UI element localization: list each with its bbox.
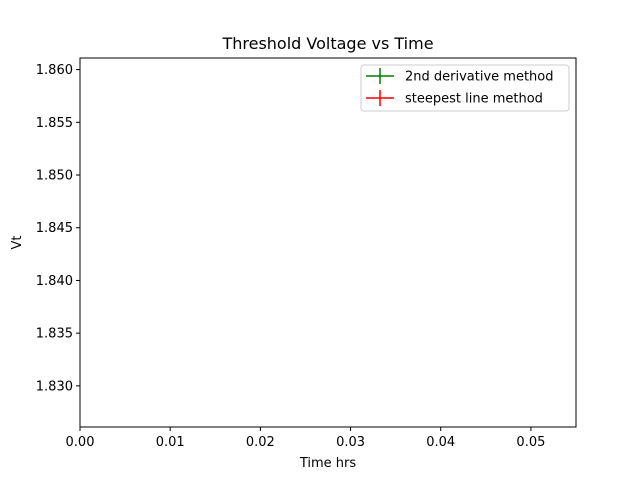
chart-title: Threshold Voltage vs Time — [221, 34, 433, 53]
x-tick-label: 0.03 — [336, 435, 365, 450]
legend-entry-label: 2nd derivative method — [405, 70, 554, 85]
legend: 2nd derivative method steepest line metho… — [360, 64, 570, 112]
x-tick-label: 0.04 — [426, 435, 455, 450]
y-tick-label: 1.830 — [36, 379, 73, 394]
y-axis-label: Vt — [10, 236, 25, 250]
y-tick-label: 1.855 — [36, 116, 73, 131]
x-axis: 0.00 0.01 0.02 0.03 0.04 0.05 — [66, 427, 545, 450]
x-tick-label: 0.01 — [156, 435, 185, 450]
x-tick-label: 0.05 — [516, 435, 545, 450]
y-tick-label: 1.840 — [36, 274, 73, 289]
x-tick-label: 0.02 — [246, 435, 275, 450]
y-tick-label: 1.860 — [36, 63, 73, 78]
y-tick-label: 1.850 — [36, 169, 73, 184]
legend-entry-label: steepest line method — [405, 92, 543, 107]
x-axis-label: Time hrs — [299, 456, 357, 471]
y-axis: 1.830 1.835 1.840 1.845 1.850 1.855 1.860 — [36, 63, 80, 394]
y-tick-label: 1.835 — [36, 327, 73, 342]
legend-frame — [360, 64, 570, 112]
x-tick-label: 0.00 — [66, 435, 95, 450]
plot-area — [79, 57, 577, 428]
y-tick-label: 1.845 — [36, 221, 73, 236]
